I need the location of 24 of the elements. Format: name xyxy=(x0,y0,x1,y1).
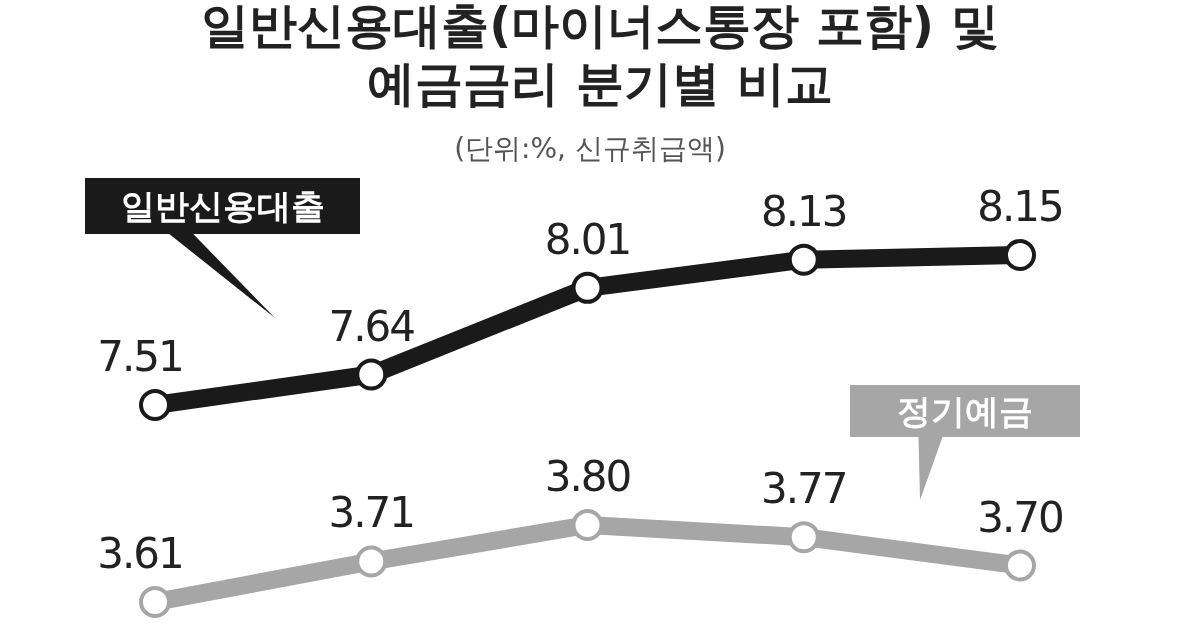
point xyxy=(355,358,388,391)
point xyxy=(1004,239,1036,271)
point xyxy=(139,389,171,421)
point xyxy=(571,271,604,304)
point xyxy=(787,243,820,276)
point xyxy=(139,586,171,618)
data-label: 8.13 xyxy=(760,186,847,236)
chart-subtitle: (단위:%, 신규취급액) xyxy=(454,132,726,165)
text: 정기예금 xyxy=(897,391,1033,431)
data-label: 8.01 xyxy=(544,214,631,264)
data-label: 3.71 xyxy=(328,488,415,538)
point xyxy=(355,545,388,578)
data-label: 7.64 xyxy=(328,301,415,351)
data-label: 3.70 xyxy=(977,492,1063,542)
data-label: 8.15 xyxy=(977,182,1063,231)
chart-title: 일반신용대출(마이너스통장 포함) 및 예금금리 분기별 비교 xyxy=(201,0,999,111)
point xyxy=(571,509,604,541)
data-label: 3.80 xyxy=(544,452,631,501)
data-label: 7.51 xyxy=(97,332,183,381)
point xyxy=(787,521,820,554)
text: 일반신용대출 xyxy=(120,186,325,226)
point xyxy=(1004,549,1036,582)
data-label: 3.77 xyxy=(760,464,847,514)
data-label: 3.61 xyxy=(97,529,183,578)
